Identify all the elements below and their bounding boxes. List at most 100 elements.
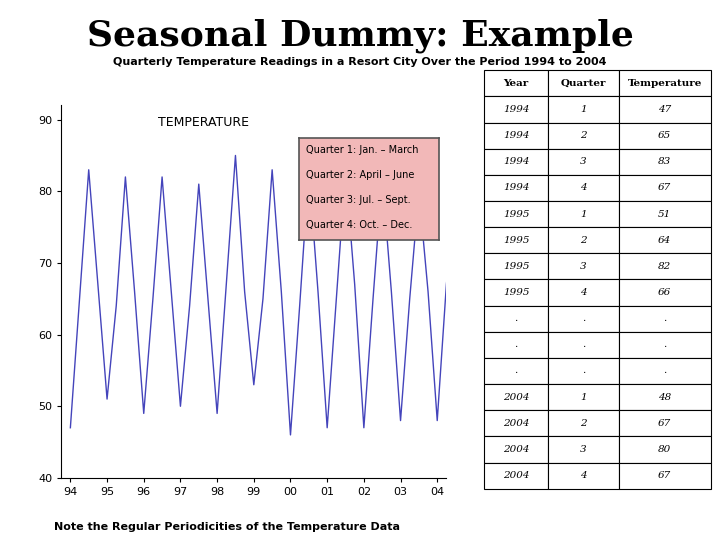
Text: 1994: 1994 — [503, 157, 529, 166]
Bar — [549, 96, 618, 123]
Bar — [618, 253, 711, 280]
Text: .: . — [663, 367, 666, 375]
Bar — [618, 148, 711, 175]
Bar — [549, 332, 618, 358]
Text: 4: 4 — [580, 184, 587, 192]
Text: 4: 4 — [580, 471, 587, 480]
Text: 2: 2 — [580, 131, 587, 140]
Bar — [484, 410, 549, 436]
Bar — [618, 227, 711, 253]
Bar — [618, 280, 711, 306]
Text: 2004: 2004 — [503, 419, 529, 428]
Bar — [484, 123, 549, 148]
Text: 1995: 1995 — [503, 210, 529, 219]
Text: 51: 51 — [658, 210, 671, 219]
Text: 2004: 2004 — [503, 393, 529, 402]
Text: 1995: 1995 — [503, 236, 529, 245]
Text: Quarterly Temperature Readings in a Resort City Over the Period 1994 to 2004: Quarterly Temperature Readings in a Reso… — [113, 57, 607, 67]
Text: 67: 67 — [658, 419, 671, 428]
Bar — [484, 280, 549, 306]
Text: Quarter 2: April – June: Quarter 2: April – June — [306, 170, 414, 180]
Text: 1994: 1994 — [503, 131, 529, 140]
Bar — [618, 123, 711, 148]
Text: 1: 1 — [580, 105, 587, 114]
Text: 2: 2 — [580, 419, 587, 428]
Bar — [484, 463, 549, 489]
Bar — [549, 253, 618, 280]
Bar — [618, 70, 711, 96]
Bar — [618, 96, 711, 123]
Bar — [618, 201, 711, 227]
Text: 48: 48 — [658, 393, 671, 402]
Text: 3: 3 — [580, 157, 587, 166]
Bar — [549, 148, 618, 175]
Bar — [549, 410, 618, 436]
Text: 1: 1 — [580, 210, 587, 219]
Bar — [549, 358, 618, 384]
Bar — [484, 384, 549, 410]
Text: Seasonal Dummy: Example: Seasonal Dummy: Example — [86, 19, 634, 53]
Bar — [618, 463, 711, 489]
Text: 65: 65 — [658, 131, 671, 140]
Text: .: . — [582, 314, 585, 323]
Bar — [618, 175, 711, 201]
Bar — [549, 280, 618, 306]
Text: .: . — [663, 340, 666, 349]
Text: .: . — [515, 314, 518, 323]
Text: 83: 83 — [658, 157, 671, 166]
Text: 80: 80 — [658, 445, 671, 454]
Text: Quarter 3: Jul. – Sept.: Quarter 3: Jul. – Sept. — [306, 195, 410, 205]
Text: Quarter 4: Oct. – Dec.: Quarter 4: Oct. – Dec. — [306, 220, 412, 230]
Text: 1994: 1994 — [503, 184, 529, 192]
Text: .: . — [582, 340, 585, 349]
Bar — [484, 201, 549, 227]
Bar — [549, 123, 618, 148]
Text: 47: 47 — [658, 105, 671, 114]
Text: 3: 3 — [580, 262, 587, 271]
Text: TEMPERATURE: TEMPERATURE — [158, 117, 249, 130]
Text: 2004: 2004 — [503, 471, 529, 480]
Bar — [484, 96, 549, 123]
Text: 64: 64 — [658, 236, 671, 245]
Text: .: . — [582, 367, 585, 375]
Text: Quarter 1: Jan. – March: Quarter 1: Jan. – March — [306, 145, 418, 155]
Bar — [484, 175, 549, 201]
Text: 1: 1 — [580, 393, 587, 402]
Bar — [484, 306, 549, 332]
Bar — [549, 201, 618, 227]
Bar — [618, 332, 711, 358]
Text: Note the Regular Periodicities of the Temperature Data: Note the Regular Periodicities of the Te… — [54, 522, 400, 532]
Bar — [484, 332, 549, 358]
Text: Temperature: Temperature — [628, 79, 702, 88]
Text: 2004: 2004 — [503, 445, 529, 454]
Bar — [549, 436, 618, 463]
Text: 1995: 1995 — [503, 262, 529, 271]
Bar — [484, 436, 549, 463]
Text: .: . — [515, 340, 518, 349]
Bar — [484, 227, 549, 253]
Text: 82: 82 — [658, 262, 671, 271]
Text: 1994: 1994 — [503, 105, 529, 114]
Bar — [549, 384, 618, 410]
Bar — [618, 306, 711, 332]
Text: 1995: 1995 — [503, 288, 529, 297]
Bar — [549, 306, 618, 332]
Text: .: . — [663, 314, 666, 323]
Bar — [618, 410, 711, 436]
Bar — [484, 253, 549, 280]
Bar — [549, 463, 618, 489]
Text: Quarter: Quarter — [561, 79, 606, 88]
Bar — [549, 175, 618, 201]
Bar — [484, 148, 549, 175]
Text: 4: 4 — [580, 288, 587, 297]
Text: 67: 67 — [658, 184, 671, 192]
Bar — [618, 384, 711, 410]
Bar — [484, 70, 549, 96]
Text: 67: 67 — [658, 471, 671, 480]
Bar — [484, 358, 549, 384]
Text: 3: 3 — [580, 445, 587, 454]
Text: .: . — [515, 367, 518, 375]
Bar — [618, 358, 711, 384]
Bar — [618, 436, 711, 463]
Bar — [549, 70, 618, 96]
